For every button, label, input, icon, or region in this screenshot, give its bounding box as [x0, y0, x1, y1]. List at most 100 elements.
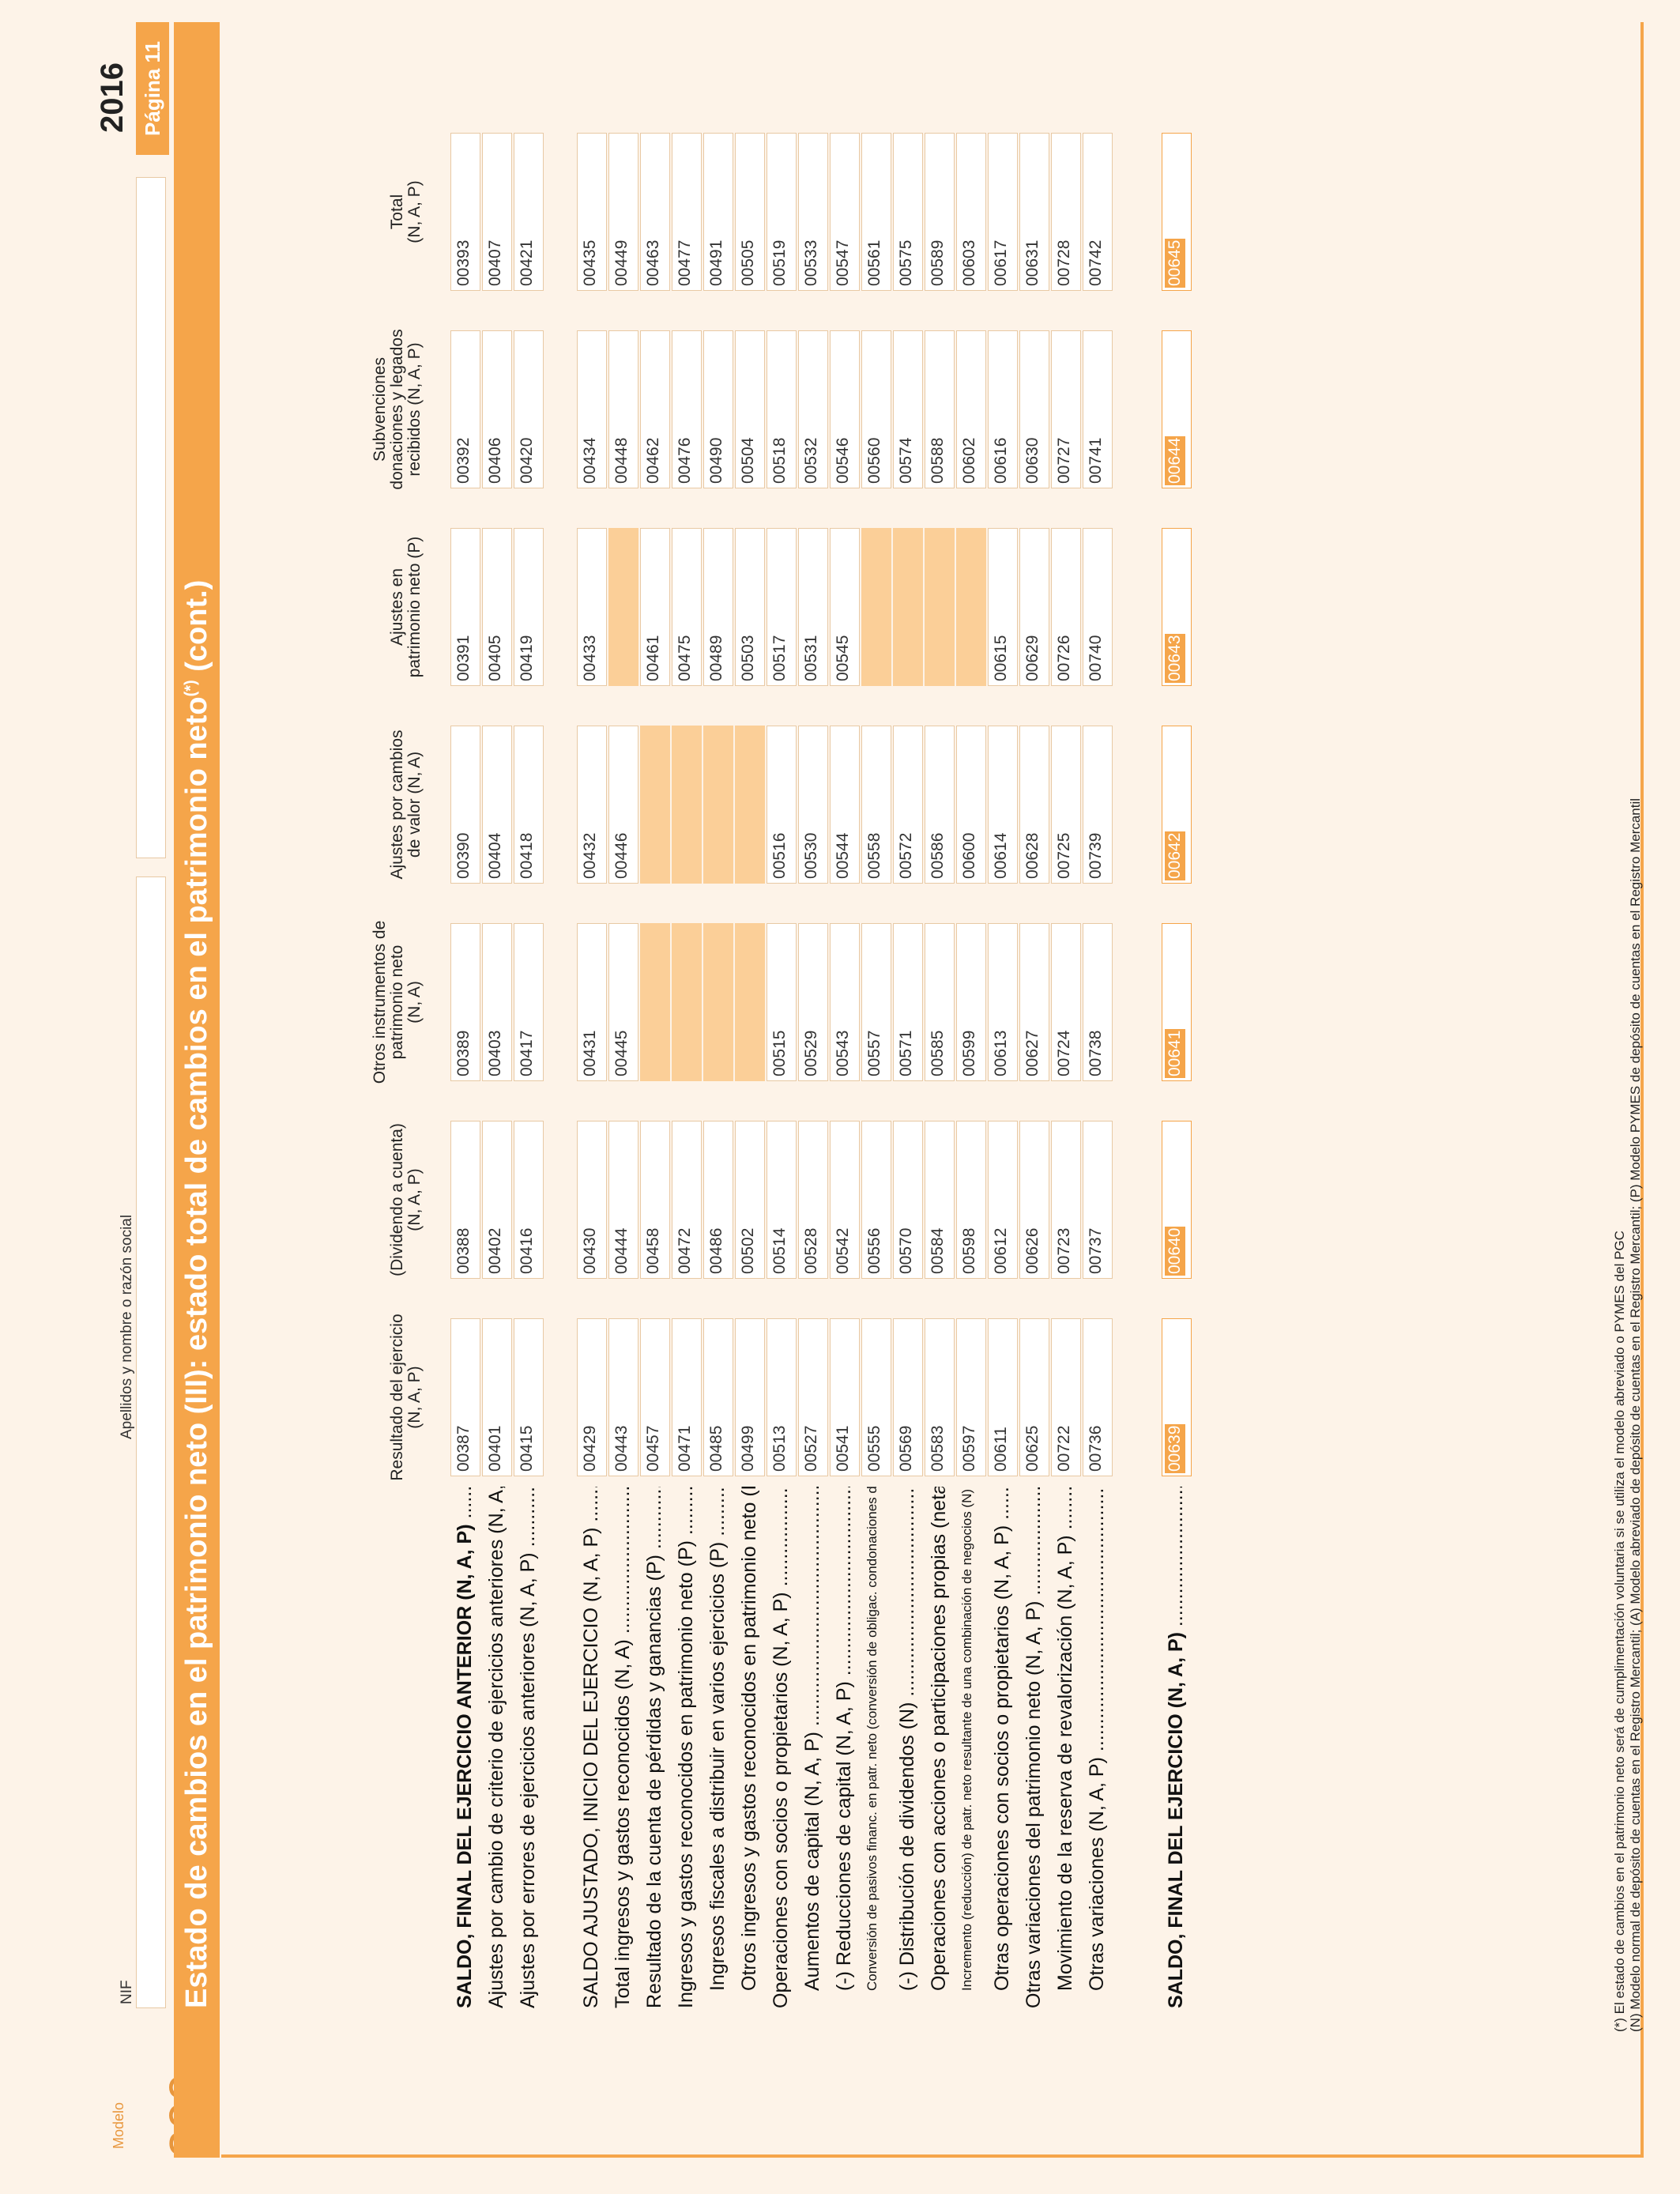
amount-cell[interactable]: 00393 [450, 133, 480, 291]
amount-cell[interactable]: 00644 [1162, 330, 1192, 488]
amount-cell[interactable]: 00561 [861, 133, 891, 291]
amount-cell[interactable]: 00570 [893, 1121, 923, 1279]
amount-cell[interactable]: 00429 [577, 1318, 607, 1476]
amount-cell[interactable]: 00588 [925, 330, 955, 488]
amount-cell[interactable]: 00471 [672, 1318, 702, 1476]
amount-cell[interactable]: 00458 [640, 1121, 670, 1279]
amount-cell[interactable]: 00541 [830, 1318, 860, 1476]
amount-cell[interactable]: 00390 [450, 726, 480, 884]
amount-cell[interactable]: 00434 [577, 330, 607, 488]
amount-cell[interactable]: 00723 [1051, 1121, 1081, 1279]
amount-cell[interactable]: 00629 [1019, 528, 1049, 686]
amount-cell[interactable]: 00558 [861, 726, 891, 884]
amount-cell[interactable]: 00600 [956, 726, 986, 884]
amount-cell[interactable]: 00519 [767, 133, 797, 291]
amount-cell[interactable]: 00557 [861, 923, 891, 1081]
amount-cell[interactable]: 00739 [1083, 726, 1113, 884]
amount-cell[interactable]: 00446 [608, 726, 638, 884]
amount-cell[interactable]: 00405 [482, 528, 512, 686]
amount-cell[interactable]: 00444 [608, 1121, 638, 1279]
amount-cell[interactable]: 00625 [1019, 1318, 1049, 1476]
amount-cell[interactable]: 00489 [703, 528, 733, 686]
amount-cell[interactable]: 00617 [988, 133, 1018, 291]
amount-cell[interactable]: 00449 [608, 133, 638, 291]
amount-cell[interactable]: 00448 [608, 330, 638, 488]
amount-cell[interactable]: 00599 [956, 923, 986, 1081]
amount-cell[interactable]: 00612 [988, 1121, 1018, 1279]
amount-cell[interactable]: 00547 [830, 133, 860, 291]
amount-cell[interactable]: 00407 [482, 133, 512, 291]
amount-cell[interactable]: 00586 [925, 726, 955, 884]
amount-cell[interactable]: 00627 [1019, 923, 1049, 1081]
amount-cell[interactable]: 00727 [1051, 330, 1081, 488]
amount-cell[interactable]: 00575 [893, 133, 923, 291]
amount-cell[interactable]: 00556 [861, 1121, 891, 1279]
amount-cell[interactable]: 00613 [988, 923, 1018, 1081]
amount-cell[interactable]: 00585 [925, 923, 955, 1081]
amount-cell[interactable]: 00505 [735, 133, 765, 291]
amount-cell[interactable]: 00516 [767, 726, 797, 884]
amount-cell[interactable]: 00387 [450, 1318, 480, 1476]
amount-cell[interactable]: 00513 [767, 1318, 797, 1476]
amount-cell[interactable]: 00503 [735, 528, 765, 686]
amount-cell[interactable]: 00728 [1051, 133, 1081, 291]
amount-cell[interactable]: 00504 [735, 330, 765, 488]
amount-cell[interactable]: 00639 [1162, 1318, 1192, 1476]
amount-cell[interactable]: 00626 [1019, 1121, 1049, 1279]
amount-cell[interactable]: 00614 [988, 726, 1018, 884]
amount-cell[interactable]: 00418 [514, 726, 544, 884]
amount-cell[interactable]: 00392 [450, 330, 480, 488]
amount-cell[interactable]: 00391 [450, 528, 480, 686]
amount-cell[interactable]: 00630 [1019, 330, 1049, 488]
amount-cell[interactable]: 00403 [482, 923, 512, 1081]
amount-cell[interactable]: 00738 [1083, 923, 1113, 1081]
amount-cell[interactable]: 00404 [482, 726, 512, 884]
amount-cell[interactable]: 00490 [703, 330, 733, 488]
amount-cell[interactable]: 00462 [640, 330, 670, 488]
amount-cell[interactable]: 00486 [703, 1121, 733, 1279]
amount-cell[interactable]: 00571 [893, 923, 923, 1081]
amount-cell[interactable]: 00416 [514, 1121, 544, 1279]
amount-cell[interactable]: 00741 [1083, 330, 1113, 488]
amount-cell[interactable]: 00602 [956, 330, 986, 488]
amount-cell[interactable]: 00388 [450, 1121, 480, 1279]
amount-cell[interactable]: 00574 [893, 330, 923, 488]
amount-cell[interactable]: 00645 [1162, 133, 1192, 291]
amount-cell[interactable]: 00432 [577, 726, 607, 884]
amount-cell[interactable]: 00435 [577, 133, 607, 291]
amount-cell[interactable]: 00443 [608, 1318, 638, 1476]
amount-cell[interactable]: 00640 [1162, 1121, 1192, 1279]
amount-cell[interactable]: 00531 [798, 528, 828, 686]
amount-cell[interactable]: 00737 [1083, 1121, 1113, 1279]
amount-cell[interactable]: 00529 [798, 923, 828, 1081]
amount-cell[interactable]: 00555 [861, 1318, 891, 1476]
amount-cell[interactable]: 00631 [1019, 133, 1049, 291]
amount-cell[interactable]: 00445 [608, 923, 638, 1081]
amount-cell[interactable]: 00421 [514, 133, 544, 291]
amount-cell[interactable]: 00518 [767, 330, 797, 488]
amount-cell[interactable]: 00584 [925, 1121, 955, 1279]
amount-cell[interactable]: 00389 [450, 923, 480, 1081]
amount-cell[interactable]: 00530 [798, 726, 828, 884]
amount-cell[interactable]: 00642 [1162, 726, 1192, 884]
amount-cell[interactable]: 00546 [830, 330, 860, 488]
amount-cell[interactable]: 00589 [925, 133, 955, 291]
amount-cell[interactable]: 00417 [514, 923, 544, 1081]
amount-cell[interactable]: 00528 [798, 1121, 828, 1279]
amount-cell[interactable]: 00603 [956, 133, 986, 291]
amount-cell[interactable]: 00514 [767, 1121, 797, 1279]
amount-cell[interactable]: 00502 [735, 1121, 765, 1279]
amount-cell[interactable]: 00415 [514, 1318, 544, 1476]
amount-cell[interactable]: 00477 [672, 133, 702, 291]
amount-cell[interactable]: 00544 [830, 726, 860, 884]
amount-cell[interactable]: 00533 [798, 133, 828, 291]
amount-cell[interactable]: 00472 [672, 1121, 702, 1279]
amount-cell[interactable]: 00598 [956, 1121, 986, 1279]
amount-cell[interactable]: 00736 [1083, 1318, 1113, 1476]
amount-cell[interactable]: 00433 [577, 528, 607, 686]
amount-cell[interactable]: 00499 [735, 1318, 765, 1476]
amount-cell[interactable]: 00724 [1051, 923, 1081, 1081]
amount-cell[interactable]: 00740 [1083, 528, 1113, 686]
amount-cell[interactable]: 00461 [640, 528, 670, 686]
amount-cell[interactable]: 00722 [1051, 1318, 1081, 1476]
